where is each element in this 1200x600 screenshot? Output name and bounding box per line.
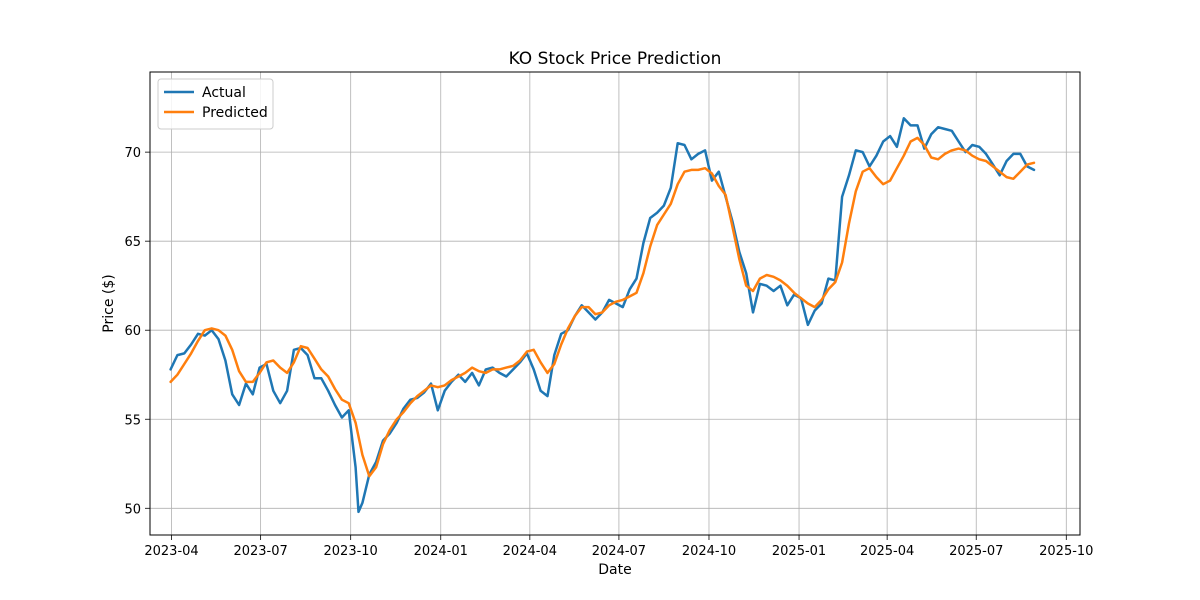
y-tick-label: 70 <box>124 146 141 161</box>
x-tick-label: 2025-10 <box>1039 544 1093 559</box>
grid <box>150 72 1080 535</box>
series-line-actual <box>169 117 1036 514</box>
x-tick-label: 2024-01 <box>414 544 468 559</box>
ticks: 2023-04 2023-07 2023-10 2024-01 2024-04 2024-… <box>124 146 1093 559</box>
x-tick-label: 2025-04 <box>860 544 914 559</box>
x-tick-label: 2024-04 <box>503 544 557 559</box>
series-layer <box>169 117 1036 514</box>
series-line-predicted <box>169 136 1036 478</box>
legend: Actual Predicted <box>157 78 274 130</box>
legend-label-actual: Actual <box>202 85 246 101</box>
y-tick-label: 55 <box>124 413 141 428</box>
chart-title: KO Stock Price Prediction <box>509 49 722 69</box>
x-tick-label: 2025-07 <box>949 544 1003 559</box>
y-tick-label: 60 <box>124 324 141 339</box>
x-tick-label: 2023-04 <box>144 544 198 559</box>
x-tick-label: 2025-01 <box>772 544 826 559</box>
y-axis-label: Price ($) <box>101 274 117 332</box>
x-tick-label: 2024-10 <box>682 544 736 559</box>
legend-label-predicted: Predicted <box>202 105 268 121</box>
plot-frame <box>149 71 1081 536</box>
x-tick-label: 2023-10 <box>324 544 378 559</box>
x-tick-label: 2023-07 <box>233 544 287 559</box>
x-tick-label: 2024-07 <box>592 544 646 559</box>
y-tick-label: 65 <box>124 235 141 250</box>
x-axis-label: Date <box>598 562 631 578</box>
y-tick-label: 50 <box>124 502 141 517</box>
